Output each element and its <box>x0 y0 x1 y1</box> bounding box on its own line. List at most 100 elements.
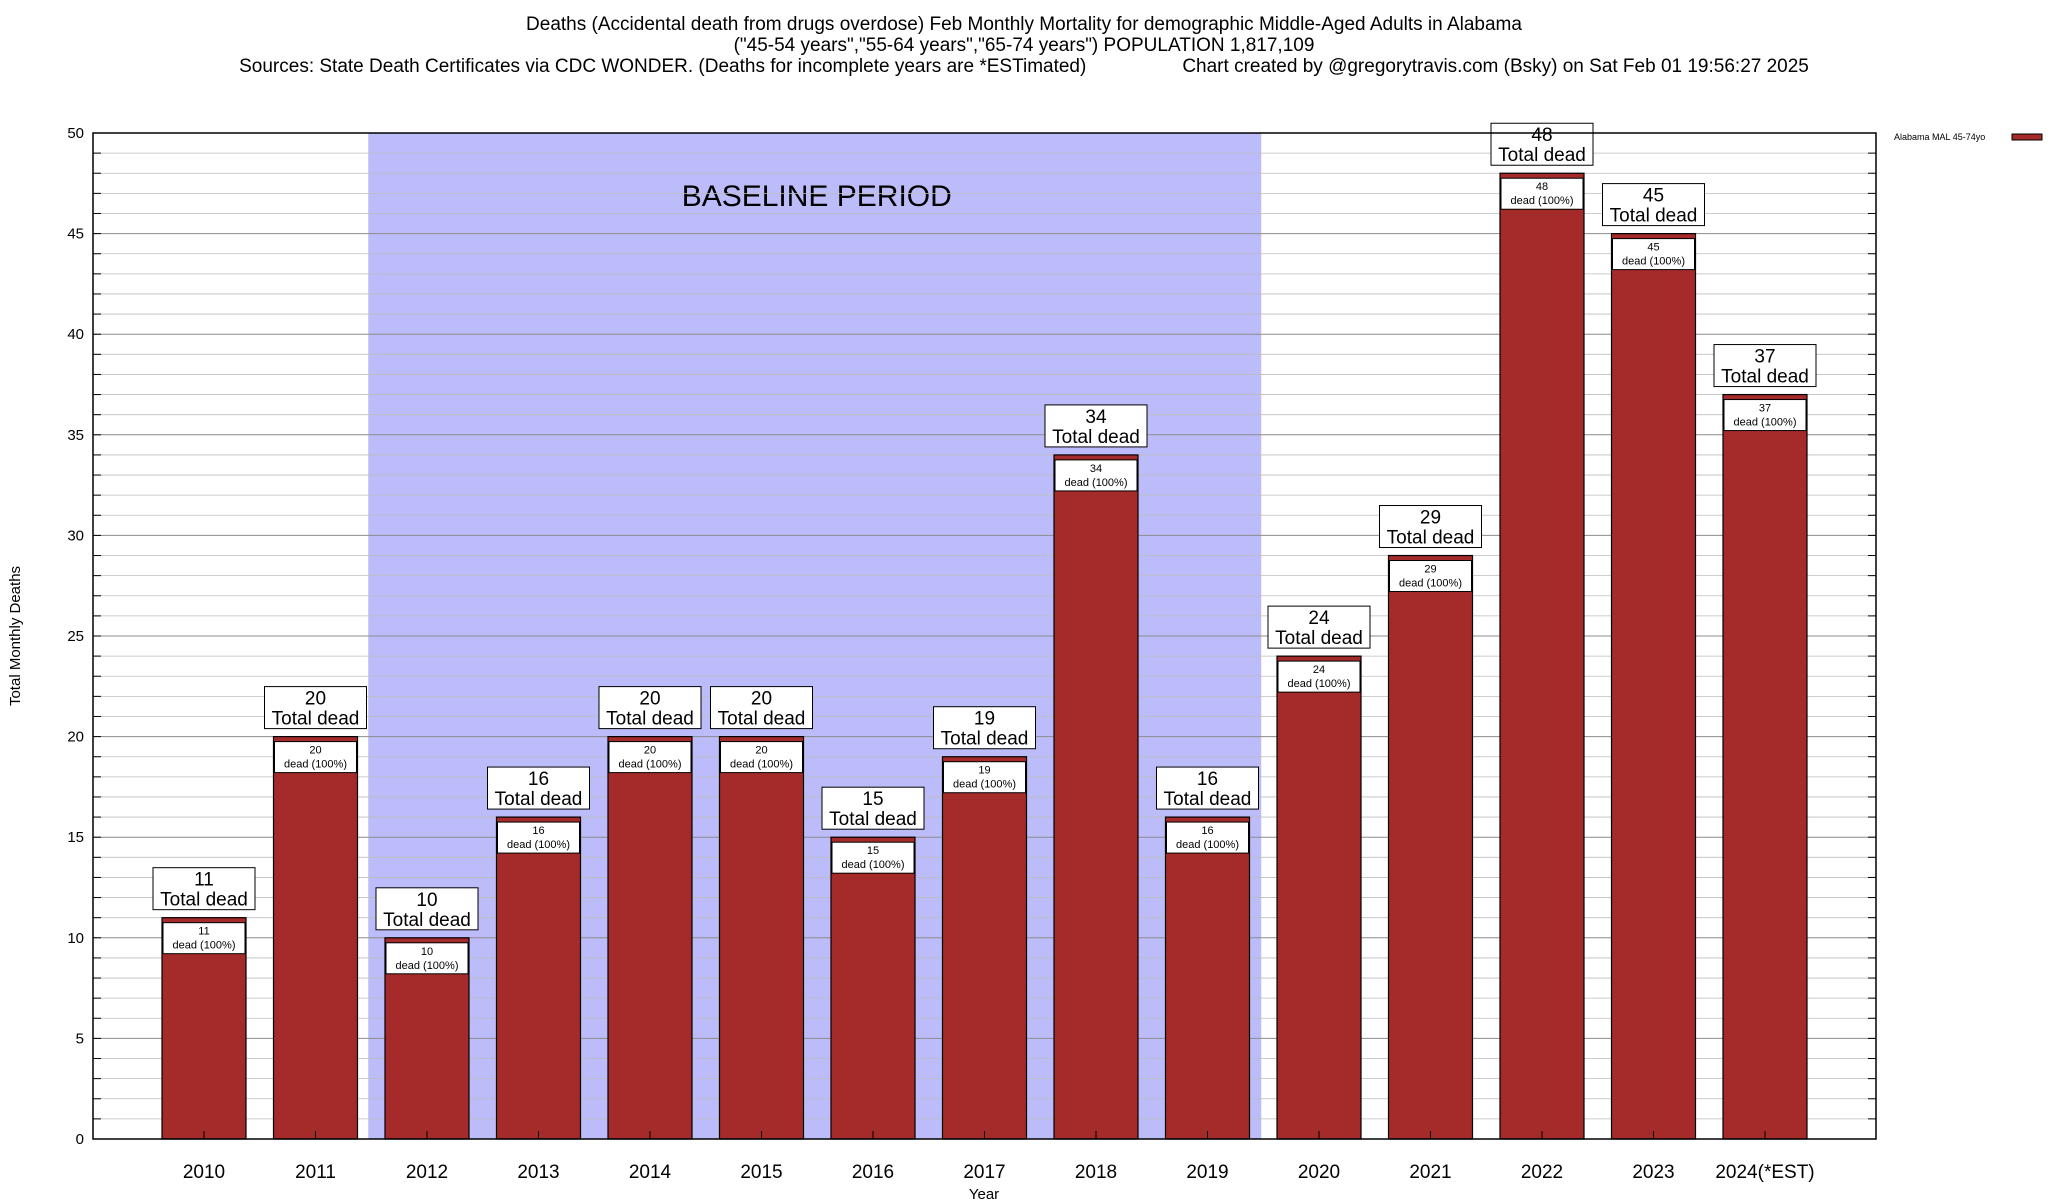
chart-title: Deaths (Accidental death from drugs over… <box>526 14 1522 35</box>
bar <box>607 735 693 1140</box>
total-label-text: Total dead <box>383 910 471 931</box>
total-label-box <box>152 867 256 911</box>
inner-label-box <box>1723 399 1807 432</box>
bar <box>1610 233 1697 1140</box>
total-label-text: Total dead <box>829 809 917 830</box>
y-tick-label: 40 <box>67 326 84 343</box>
x-tick-label: 2021 <box>1409 1162 1451 1183</box>
inner-label-box <box>608 741 692 774</box>
y-tick-label: 50 <box>67 125 84 142</box>
x-tick-label: 2023 <box>1632 1162 1674 1183</box>
y-tick-label: 0 <box>76 1131 84 1148</box>
inner-label-box <box>385 942 469 975</box>
y-tick-label: 35 <box>67 427 84 444</box>
inner-label-text: dead (100%) <box>842 859 905 871</box>
inner-label-value: 16 <box>532 825 544 837</box>
total-label-value: 10 <box>416 890 437 911</box>
y-tick-label: 30 <box>67 527 84 544</box>
chart-source-line: Sources: State Death Certificates via CD… <box>0 56 2048 77</box>
y-tick-label: 20 <box>67 729 84 746</box>
baseline-period-label: BASELINE PERIOD <box>682 180 952 213</box>
inner-label-text: dead (100%) <box>619 759 682 771</box>
y-tick-label: 5 <box>76 1030 84 1047</box>
inner-label-text: dead (100%) <box>507 839 570 851</box>
total-label-value: 19 <box>974 709 995 730</box>
inner-label-value: 10 <box>421 946 433 958</box>
x-tick-label: 2016 <box>852 1162 894 1183</box>
total-label-text: Total dead <box>941 729 1029 750</box>
y-tick-label: 25 <box>67 628 84 645</box>
total-label-box <box>821 786 925 830</box>
inner-label-value: 29 <box>1424 564 1436 576</box>
bar <box>272 735 359 1140</box>
total-label-text: Total dead <box>1610 206 1698 227</box>
total-label-box <box>1267 605 1371 649</box>
inner-label-text: dead (100%) <box>1288 678 1351 690</box>
legend-swatch <box>2011 133 2043 141</box>
inner-label-value: 19 <box>978 765 990 777</box>
legend-label: Alabama MAL 45-74yo <box>1894 132 1985 142</box>
total-label-value: 16 <box>528 769 549 790</box>
total-label-box <box>487 766 590 810</box>
total-label-text: Total dead <box>160 890 248 911</box>
bar <box>1164 816 1251 1140</box>
total-label-box <box>375 887 479 931</box>
inner-label-value: 24 <box>1313 664 1325 676</box>
plot-frame <box>92 132 1877 1140</box>
total-label-value: 24 <box>1308 608 1330 629</box>
y-axis-label: Total Monthly Deaths <box>7 566 24 706</box>
y-tick-label: 10 <box>67 930 84 947</box>
inner-label-box <box>497 821 580 854</box>
inner-label-value: 48 <box>1536 181 1548 193</box>
x-tick-label: 2024(*EST) <box>1715 1162 1814 1183</box>
inner-label-box <box>1500 177 1584 210</box>
chart-subtitle: ("45-54 years","55-64 years","65-74 year… <box>733 35 1315 56</box>
total-label-text: Total dead <box>272 709 360 730</box>
total-label-box <box>1490 122 1594 166</box>
x-tick-label: 2019 <box>1186 1162 1228 1183</box>
inner-label-value: 20 <box>755 745 767 757</box>
x-tick-label: 2013 <box>517 1162 559 1183</box>
total-label-value: 48 <box>1531 125 1552 146</box>
inner-label-box <box>274 741 357 774</box>
chart-title-block: Deaths (Accidental death from drugs over… <box>0 14 2048 77</box>
total-label-value: 37 <box>1754 347 1775 368</box>
inner-label-text: dead (100%) <box>396 960 459 972</box>
total-label-text: Total dead <box>1498 145 1586 166</box>
bar <box>1276 655 1362 1140</box>
inner-label-box <box>162 922 246 955</box>
inner-label-value: 15 <box>867 845 879 857</box>
total-label-text: Total dead <box>606 709 694 730</box>
bar <box>718 735 805 1140</box>
inner-label-box <box>943 761 1026 794</box>
inner-label-box <box>1054 459 1138 492</box>
x-tick-label: 2010 <box>183 1162 225 1183</box>
inner-label-box <box>1166 821 1249 854</box>
x-tick-label: 2015 <box>740 1162 782 1183</box>
inner-label-box <box>1389 560 1472 593</box>
x-axis-label: Year <box>969 1186 999 1200</box>
x-tick-label: 2020 <box>1298 1162 1340 1183</box>
inner-label-box <box>1277 660 1361 693</box>
total-label-box <box>1379 505 1482 549</box>
inner-label-value: 20 <box>309 745 321 757</box>
inner-label-text: dead (100%) <box>284 759 347 771</box>
bar <box>1053 454 1139 1140</box>
x-tick-label: 2014 <box>629 1162 672 1183</box>
bar <box>495 816 582 1140</box>
total-label-text: Total dead <box>1052 427 1140 448</box>
x-tick-label: 2018 <box>1075 1162 1117 1183</box>
inner-label-text: dead (100%) <box>1176 839 1239 851</box>
total-label-text: Total dead <box>1387 528 1475 549</box>
total-label-box <box>598 686 702 730</box>
total-label-value: 16 <box>1197 769 1218 790</box>
total-label-value: 11 <box>194 870 214 891</box>
total-label-text: Total dead <box>1275 628 1363 649</box>
inner-label-value: 34 <box>1090 463 1102 475</box>
total-label-text: Total dead <box>718 709 806 730</box>
total-label-box <box>1602 183 1705 227</box>
total-label-value: 45 <box>1643 186 1664 207</box>
total-label-value: 20 <box>305 689 326 710</box>
y-tick-label: 15 <box>67 829 84 846</box>
